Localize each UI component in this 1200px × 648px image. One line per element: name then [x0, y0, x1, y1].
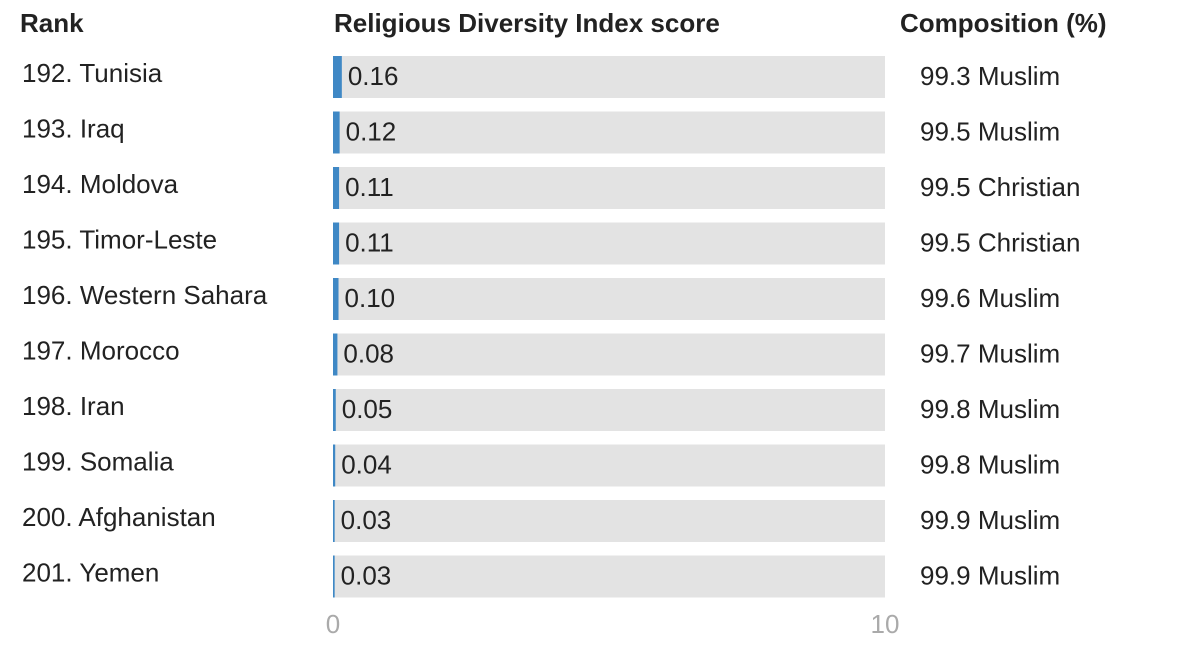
- value-label: 0.11: [345, 227, 394, 257]
- bar: [333, 167, 340, 209]
- composition: 99.5 Christian: [920, 227, 1080, 257]
- bar: [333, 56, 342, 98]
- rank-header: Rank: [20, 8, 84, 38]
- composition: 99.9 Muslim: [920, 560, 1060, 590]
- bar: [333, 555, 335, 598]
- bar: [333, 278, 339, 320]
- value-label: 0.04: [341, 449, 392, 479]
- value-label: 0.03: [341, 560, 392, 590]
- composition-header: Composition (%): [900, 8, 1107, 38]
- bar-track: [333, 555, 885, 598]
- value-label: 0.12: [346, 116, 397, 146]
- value-label: 0.03: [341, 505, 392, 535]
- value-label: 0.10: [345, 283, 396, 313]
- bar-track: [333, 389, 885, 431]
- value-label: 0.16: [348, 61, 399, 91]
- score-header: Religious Diversity Index score: [334, 8, 720, 38]
- row-label: 192. Tunisia: [22, 58, 163, 88]
- bar-track: [333, 333, 885, 376]
- x-tick-label: 0: [326, 609, 340, 639]
- bar: [333, 333, 338, 376]
- value-label: 0.05: [342, 394, 393, 424]
- bar-track: [333, 444, 885, 487]
- composition: 99.5 Muslim: [920, 116, 1060, 146]
- bar: [333, 222, 340, 265]
- value-label: 0.08: [343, 338, 394, 368]
- composition: 99.5 Christian: [920, 172, 1080, 202]
- bar-track: [333, 222, 885, 265]
- row-label: 196. Western Sahara: [22, 280, 268, 310]
- composition: 99.3 Muslim: [920, 61, 1060, 91]
- row-label: 194. Moldova: [22, 169, 179, 199]
- x-tick-label: 10: [871, 609, 900, 639]
- bar-track: [333, 278, 885, 320]
- row-label: 200. Afghanistan: [22, 502, 216, 532]
- bar: [333, 111, 340, 154]
- bar-track: [333, 111, 885, 154]
- bar: [333, 500, 335, 542]
- row-label: 199. Somalia: [22, 446, 174, 476]
- bar-track: [333, 500, 885, 542]
- bar: [333, 444, 336, 487]
- bar-track: [333, 167, 885, 209]
- row-label: 201. Yemen: [22, 557, 159, 587]
- row-label: 197. Morocco: [22, 335, 180, 365]
- composition: 99.8 Muslim: [920, 449, 1060, 479]
- value-label: 0.11: [345, 172, 394, 202]
- row-label: 193. Iraq: [22, 113, 125, 143]
- row-label: 195. Timor-Leste: [22, 224, 217, 254]
- composition: 99.7 Muslim: [920, 338, 1060, 368]
- composition: 99.6 Muslim: [920, 283, 1060, 313]
- composition: 99.8 Muslim: [920, 394, 1060, 424]
- bar: [333, 389, 336, 431]
- bar-track: [333, 56, 885, 98]
- row-label: 198. Iran: [22, 391, 125, 421]
- composition: 99.9 Muslim: [920, 505, 1060, 535]
